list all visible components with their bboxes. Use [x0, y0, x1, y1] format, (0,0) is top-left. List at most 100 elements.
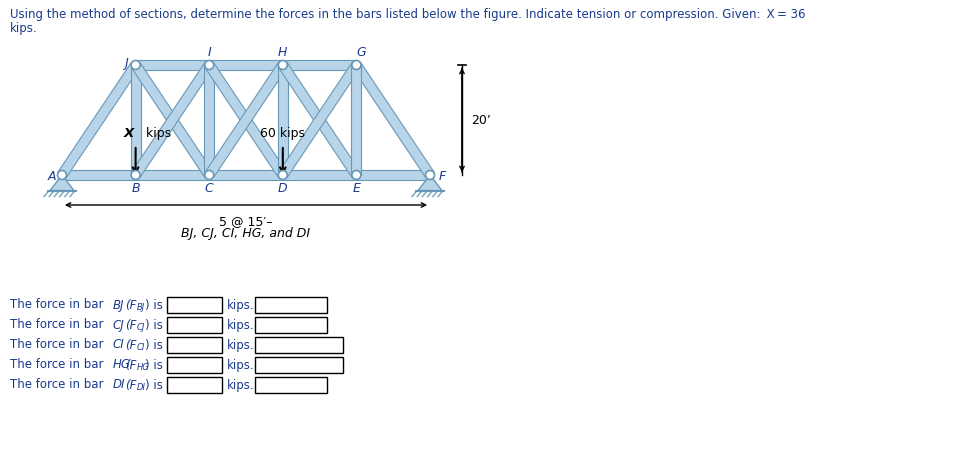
Text: (F: (F [125, 338, 136, 351]
Text: Compression: Compression [259, 360, 332, 370]
Text: BJ, CJ, CI, HG, and DI: BJ, CJ, CI, HG, and DI [182, 227, 310, 240]
Text: kips.: kips. [227, 378, 254, 392]
Circle shape [205, 60, 213, 70]
Polygon shape [132, 62, 213, 178]
Bar [255, 357, 342, 373]
Text: kips.: kips. [227, 359, 254, 371]
Polygon shape [351, 65, 361, 175]
Text: The force in bar: The force in bar [10, 378, 107, 392]
Text: The force in bar: The force in bar [10, 318, 107, 332]
Circle shape [352, 60, 360, 70]
Text: (F: (F [125, 299, 136, 311]
Text: 20’: 20’ [471, 114, 490, 126]
Text: The force in bar: The force in bar [10, 338, 107, 351]
Text: G: G [357, 47, 366, 60]
Polygon shape [205, 62, 286, 178]
Polygon shape [279, 62, 360, 178]
Text: C: C [205, 182, 213, 196]
Text: ⌄: ⌄ [331, 340, 340, 350]
Text: ⌄: ⌄ [314, 380, 324, 390]
Polygon shape [356, 170, 430, 180]
Text: Tension: Tension [259, 380, 301, 390]
Polygon shape [58, 62, 139, 178]
Polygon shape [209, 60, 283, 70]
Text: 60 kips: 60 kips [260, 127, 305, 140]
Polygon shape [62, 170, 136, 180]
Text: HG: HG [136, 364, 149, 372]
Text: BJ: BJ [136, 304, 144, 312]
Text: Tension: Tension [259, 300, 301, 310]
Polygon shape [132, 62, 213, 178]
Circle shape [131, 170, 140, 180]
Bar [166, 357, 222, 373]
Circle shape [131, 60, 140, 70]
Polygon shape [283, 60, 356, 70]
Text: ⌄: ⌄ [314, 300, 324, 310]
Text: H: H [278, 47, 287, 60]
Bar [255, 297, 327, 313]
Circle shape [278, 170, 287, 180]
Bar [166, 297, 222, 313]
Bar [255, 337, 342, 353]
Text: 5 @ 15′–: 5 @ 15′– [219, 215, 273, 228]
Text: kips.: kips. [227, 299, 254, 311]
Bar [255, 317, 327, 333]
Text: kips.: kips. [227, 338, 254, 351]
Text: F: F [438, 170, 445, 184]
Text: ) is: ) is [145, 299, 162, 311]
Polygon shape [418, 175, 441, 191]
Text: A: A [48, 170, 56, 184]
Polygon shape [283, 170, 356, 180]
Bar [255, 377, 327, 393]
Text: D: D [278, 182, 287, 196]
Text: kips.: kips. [10, 22, 37, 35]
Circle shape [278, 60, 287, 70]
Bar [166, 377, 222, 393]
Polygon shape [204, 65, 214, 175]
Polygon shape [50, 175, 74, 191]
Text: CI: CI [112, 338, 125, 351]
Text: J: J [124, 56, 128, 70]
Polygon shape [278, 65, 287, 175]
Text: DI: DI [112, 378, 125, 392]
Text: Using the method of sections, determine the forces in the bars listed below the : Using the method of sections, determine … [10, 8, 804, 21]
Bar [166, 337, 222, 353]
Bar [166, 317, 222, 333]
Text: (F: (F [125, 359, 136, 371]
Polygon shape [209, 170, 283, 180]
Text: X: X [123, 127, 134, 140]
Text: BJ: BJ [112, 299, 124, 311]
Polygon shape [279, 62, 360, 178]
Text: ) is: ) is [145, 359, 162, 371]
Text: (F: (F [125, 318, 136, 332]
Circle shape [205, 170, 213, 180]
Text: ) is: ) is [145, 318, 162, 332]
Text: kips: kips [141, 127, 170, 140]
Text: CJ: CJ [112, 318, 125, 332]
Text: I: I [208, 47, 210, 60]
Text: kips.: kips. [227, 318, 254, 332]
Text: Compression: Compression [259, 340, 332, 350]
Text: ⌄: ⌄ [331, 360, 340, 370]
Text: (F: (F [125, 378, 136, 392]
Text: The force in bar: The force in bar [10, 359, 107, 371]
Text: CI: CI [136, 344, 144, 353]
Text: The force in bar: The force in bar [10, 299, 107, 311]
Polygon shape [131, 65, 140, 175]
Text: ) is: ) is [145, 378, 162, 392]
Polygon shape [136, 170, 209, 180]
Polygon shape [136, 60, 209, 70]
Polygon shape [205, 62, 286, 178]
Text: DI: DI [136, 383, 145, 393]
Circle shape [425, 170, 434, 180]
Text: E: E [352, 182, 360, 196]
Text: CJ: CJ [136, 323, 144, 333]
Text: B: B [131, 182, 139, 196]
Polygon shape [352, 62, 433, 178]
Text: HG: HG [112, 359, 131, 371]
Circle shape [352, 170, 360, 180]
Circle shape [58, 170, 66, 180]
Text: ⌄: ⌄ [314, 320, 324, 330]
Text: ) is: ) is [145, 338, 162, 351]
Text: Tension: Tension [259, 320, 301, 330]
